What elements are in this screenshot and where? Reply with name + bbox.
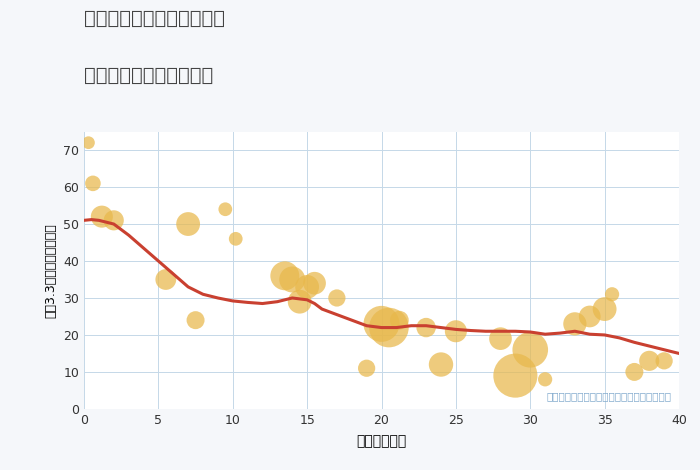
Point: [599, 306, 610, 313]
Text: 築年数別中古戸建て価格: 築年数別中古戸建て価格: [84, 66, 214, 85]
Point: [525, 346, 536, 353]
Point: [83, 139, 94, 147]
Text: 岐阜県高山市上宝町本郷の: 岐阜県高山市上宝町本郷の: [84, 9, 225, 28]
Point: [287, 276, 298, 283]
Point: [450, 328, 461, 335]
Point: [294, 298, 305, 306]
Point: [279, 272, 290, 280]
Point: [376, 320, 387, 328]
Point: [644, 357, 655, 365]
Point: [108, 217, 119, 224]
Point: [220, 205, 231, 213]
Point: [230, 235, 241, 243]
Point: [361, 364, 372, 372]
Point: [629, 368, 640, 376]
Point: [190, 316, 201, 324]
Point: [495, 335, 506, 343]
Point: [160, 276, 172, 283]
Point: [96, 213, 108, 220]
Point: [659, 357, 670, 365]
Y-axis label: 坪（3.3㎡）単価（万円）: 坪（3.3㎡）単価（万円）: [45, 223, 57, 318]
Point: [584, 313, 595, 320]
Point: [393, 316, 405, 324]
Point: [606, 290, 617, 298]
Point: [183, 220, 194, 228]
X-axis label: 築年数（年）: 築年数（年）: [356, 434, 407, 448]
Point: [88, 180, 99, 187]
Point: [331, 294, 342, 302]
Point: [421, 324, 432, 331]
Point: [569, 320, 580, 328]
Point: [540, 376, 551, 383]
Point: [435, 361, 447, 368]
Point: [384, 324, 395, 331]
Point: [302, 283, 313, 290]
Text: 円の大きさは、取引のあった物件面積を示す: 円の大きさは、取引のあった物件面積を示す: [547, 392, 671, 401]
Point: [510, 372, 521, 379]
Point: [309, 280, 320, 287]
